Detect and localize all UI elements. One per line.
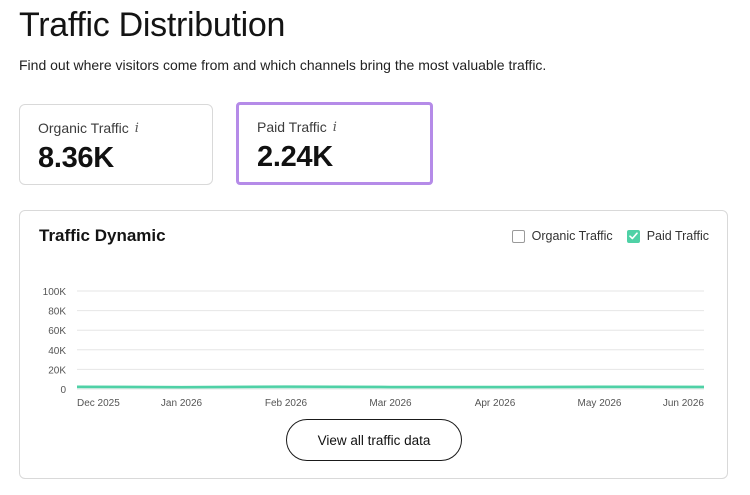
y-tick-label: 80K xyxy=(48,307,66,318)
x-tick-label: Mar 2026 xyxy=(369,398,412,409)
x-tick-label: Dec 2025 xyxy=(77,398,120,409)
organic-traffic-label: Organic Traffic xyxy=(38,120,129,136)
chart-legend: Organic Traffic Paid Traffic xyxy=(511,229,709,243)
paid-traffic-value: 2.24K xyxy=(257,141,333,173)
x-tick-label: Jun 2026 xyxy=(663,398,705,409)
traffic-dynamic-panel: 100K 80K 60K 40K 20K 0 Dec 2025 Jan 2026 Feb 202… xyxy=(19,210,728,479)
y-tick-label: 100K xyxy=(43,287,67,298)
paid-traffic-card[interactable]: Paid Traffic i 2.24K xyxy=(236,102,433,185)
view-all-traffic-button[interactable]: View all traffic data xyxy=(286,419,462,461)
y-tick-label: 20K xyxy=(48,365,66,376)
legend-organic-traffic[interactable]: Organic Traffic xyxy=(511,229,613,243)
organic-traffic-value: 8.36K xyxy=(38,142,114,174)
traffic-chart: 100K 80K 60K 40K 20K 0 Dec 2025 Jan 2026 Feb 202… xyxy=(43,287,705,409)
legend-organic-label: Organic Traffic xyxy=(531,229,613,243)
legend-paid-traffic[interactable]: Paid Traffic xyxy=(626,229,709,243)
paid-traffic-checkbox[interactable] xyxy=(626,229,640,243)
y-tick-label: 60K xyxy=(48,326,66,337)
paid-traffic-label-row: Paid Traffic i xyxy=(257,119,337,135)
check-icon xyxy=(628,232,638,240)
panel-title: Traffic Dynamic xyxy=(39,226,166,245)
x-tick-label: Feb 2026 xyxy=(265,398,308,409)
organic-traffic-card[interactable]: Organic Traffic i 8.36K xyxy=(19,104,213,185)
y-tick-label: 0 xyxy=(60,385,66,396)
x-tick-label: Jan 2026 xyxy=(161,398,203,409)
legend-paid-label: Paid Traffic xyxy=(646,229,709,243)
info-icon[interactable]: i xyxy=(134,120,139,136)
info-icon[interactable]: i xyxy=(332,119,337,135)
x-tick-label: Apr 2026 xyxy=(475,398,516,409)
paid-traffic-label: Paid Traffic xyxy=(257,119,327,135)
x-tick-label: May 2026 xyxy=(578,398,622,409)
organic-traffic-checkbox[interactable] xyxy=(511,229,525,243)
organic-traffic-label-row: Organic Traffic i xyxy=(38,120,139,136)
y-tick-label: 40K xyxy=(48,346,66,357)
page-title: Traffic Distribution xyxy=(19,6,286,44)
page-subtitle: Find out where visitors come from and wh… xyxy=(19,57,547,73)
